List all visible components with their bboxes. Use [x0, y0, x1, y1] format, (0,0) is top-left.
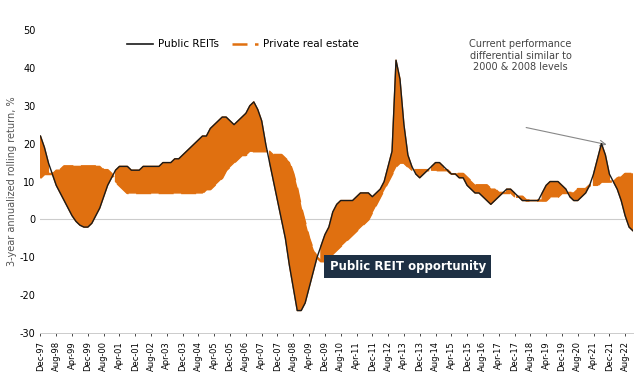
Public REITs — [420, 172, 428, 176]
Private real estate — [420, 168, 428, 172]
Public REITs — [460, 175, 467, 180]
Public REITs — [293, 308, 301, 313]
Private real estate — [246, 149, 253, 153]
Public REITs — [329, 210, 337, 214]
Line: Private real estate: Private real estate — [40, 151, 633, 261]
Public REITs — [625, 225, 633, 229]
Private real estate — [317, 259, 324, 263]
Line: Public REITs: Public REITs — [40, 60, 633, 311]
Legend: Public REITs, Private real estate: Public REITs, Private real estate — [123, 35, 363, 53]
Public REITs — [392, 58, 400, 62]
Private real estate — [333, 248, 340, 252]
Public REITs — [404, 153, 412, 157]
Public REITs — [36, 134, 44, 138]
Private real estate — [460, 172, 467, 176]
Private real estate — [404, 164, 412, 169]
Private real estate — [36, 175, 44, 180]
Text: Public REIT opportunity: Public REIT opportunity — [330, 260, 486, 273]
Text: Current performance
differential similar to
2000 & 2008 levels: Current performance differential similar… — [469, 39, 572, 72]
Private real estate — [629, 172, 637, 176]
Private real estate — [250, 149, 258, 153]
Private real estate — [625, 172, 633, 176]
Public REITs — [246, 104, 253, 108]
Y-axis label: 3-year annualized rolling return, %: 3-year annualized rolling return, % — [7, 97, 17, 266]
Public REITs — [629, 229, 637, 233]
